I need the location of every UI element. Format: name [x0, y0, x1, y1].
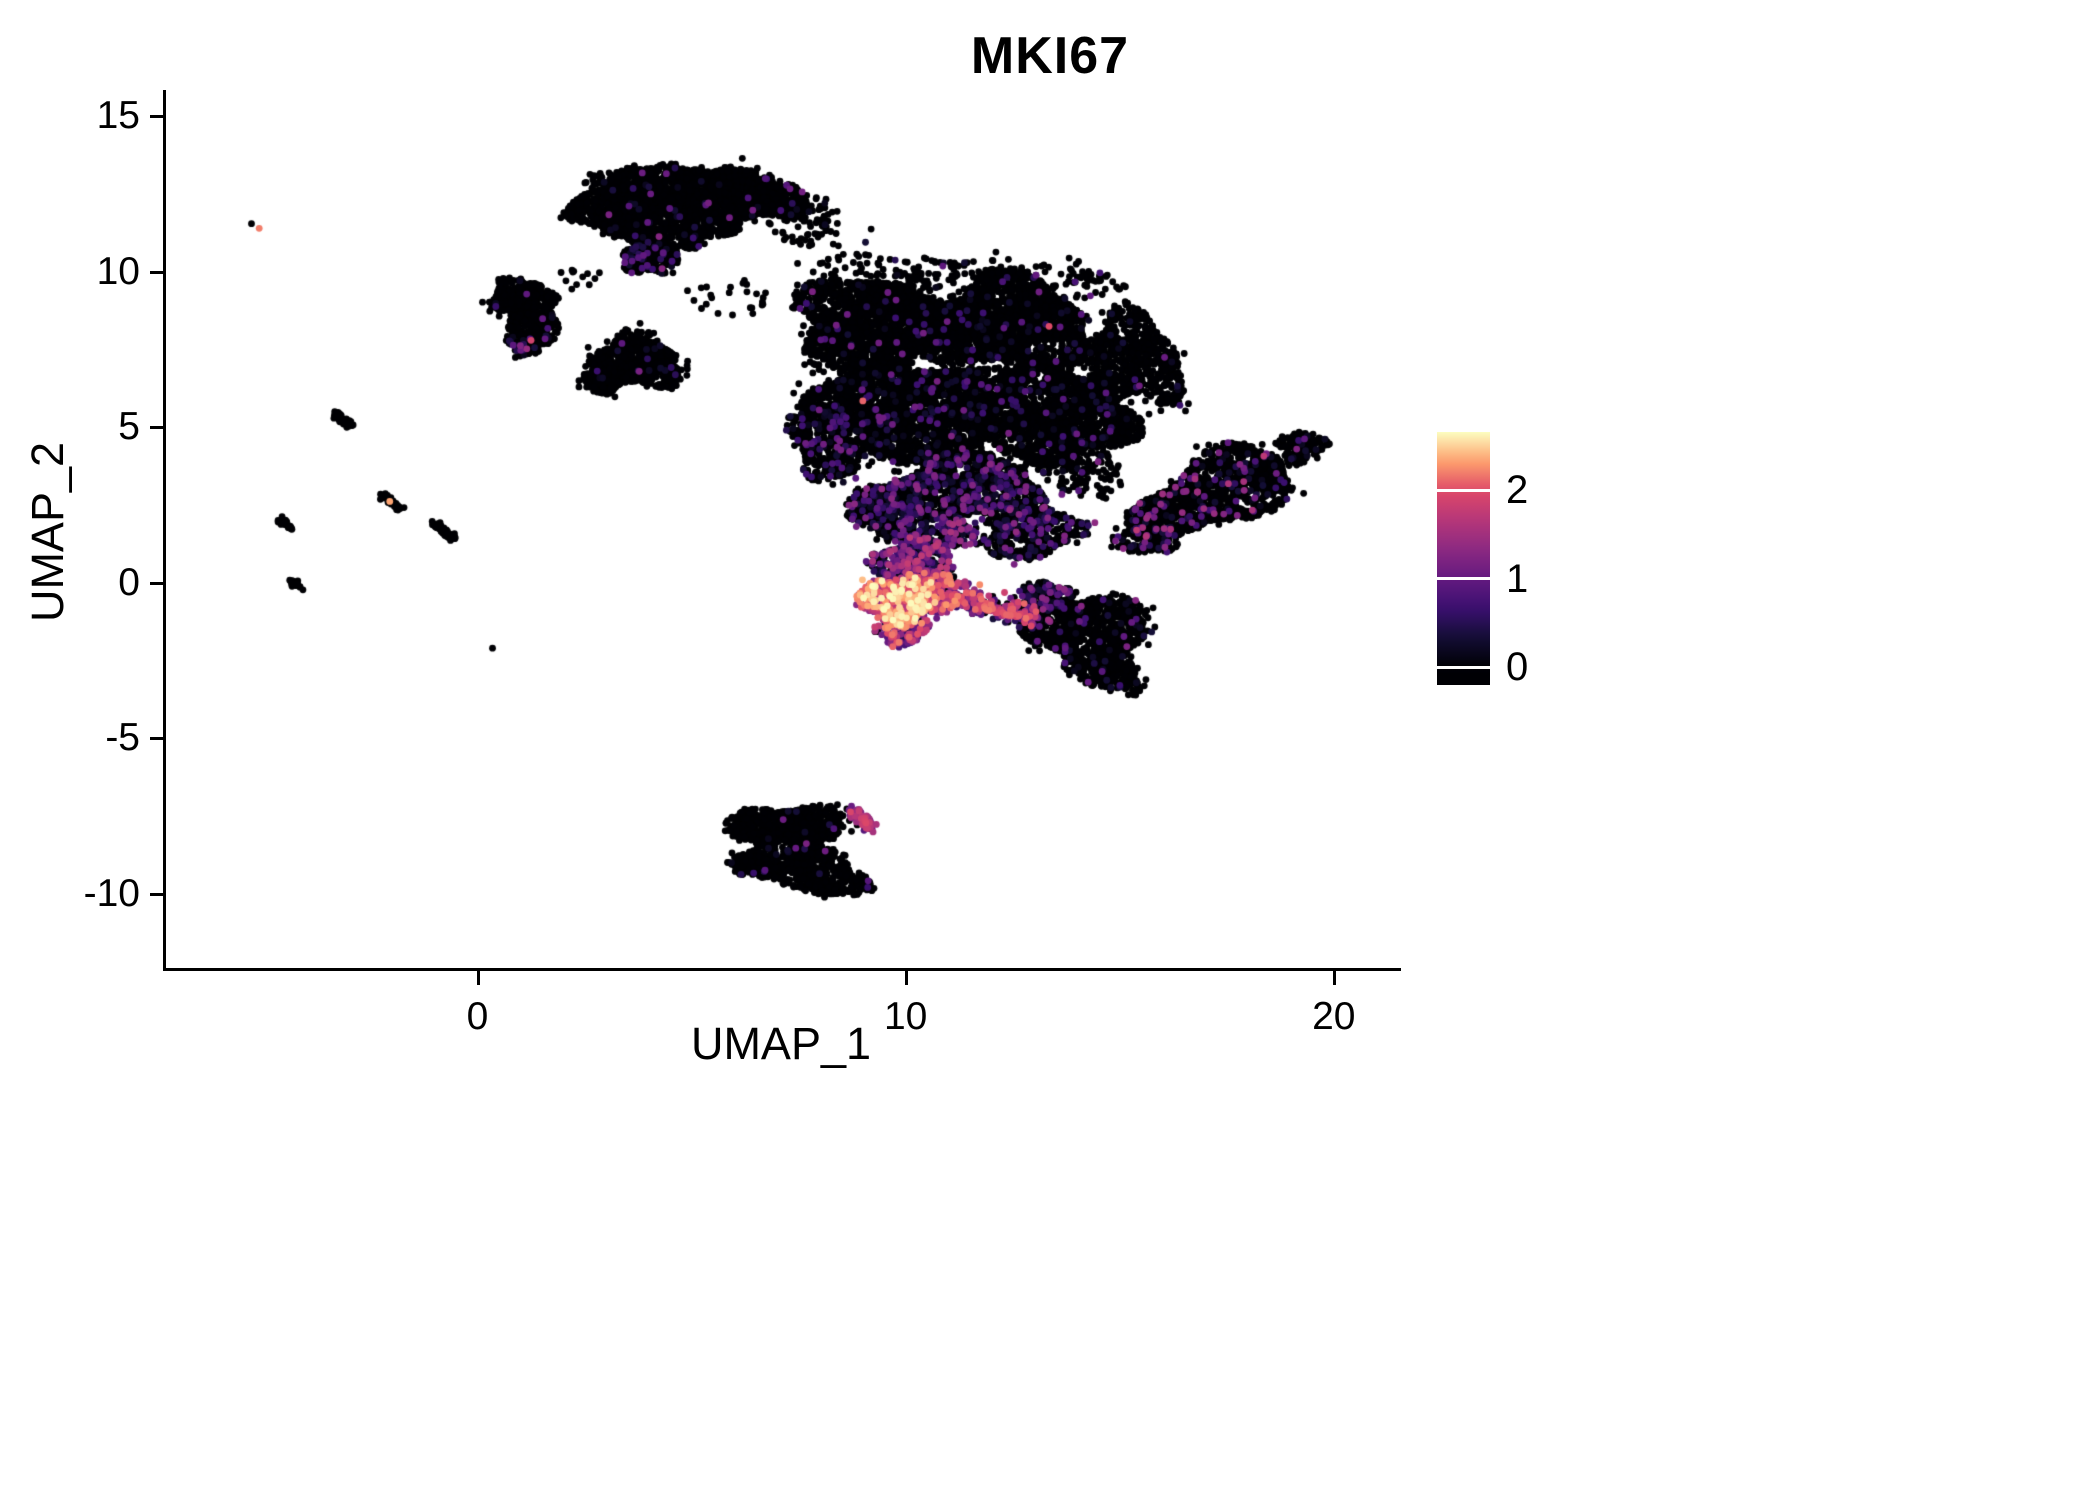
- colorbar-gradient: [1437, 432, 1490, 685]
- y-tick-label: -5: [105, 716, 140, 760]
- colorbar-legend: [1437, 432, 1490, 685]
- y-tick-mark: [150, 115, 164, 119]
- y-axis-line: [163, 90, 166, 971]
- colorbar-tick-mark: [1437, 577, 1490, 581]
- colorbar-tick-label: 0: [1506, 645, 1529, 690]
- colorbar-tick-label: 1: [1506, 556, 1529, 601]
- y-axis-label: UMAP_2: [22, 441, 73, 623]
- y-tick-label: 0: [118, 560, 140, 604]
- x-axis-label: UMAP_1: [690, 1018, 872, 1069]
- y-tick-label: 5: [118, 405, 140, 449]
- x-tick-mark: [1332, 971, 1336, 985]
- y-tick-mark: [150, 581, 164, 585]
- y-tick-label: 10: [96, 249, 140, 293]
- y-tick-label: -10: [83, 871, 140, 915]
- x-tick-mark: [476, 971, 480, 985]
- x-tick-mark: [904, 971, 908, 985]
- y-tick-mark: [150, 737, 164, 741]
- x-axis-line: [163, 968, 1401, 971]
- colorbar-tick-mark: [1437, 665, 1490, 669]
- y-tick-label: 15: [96, 94, 140, 138]
- x-tick-label: 10: [883, 995, 928, 1038]
- x-tick-label: 20: [1312, 995, 1356, 1038]
- colorbar-tick-label: 2: [1506, 468, 1529, 513]
- x-tick-label: 0: [466, 995, 489, 1038]
- y-tick-mark: [150, 892, 164, 896]
- plot-title: MKI67: [970, 27, 1130, 85]
- y-tick-mark: [150, 270, 164, 274]
- colorbar-tick-mark: [1437, 488, 1490, 492]
- y-tick-mark: [150, 426, 164, 430]
